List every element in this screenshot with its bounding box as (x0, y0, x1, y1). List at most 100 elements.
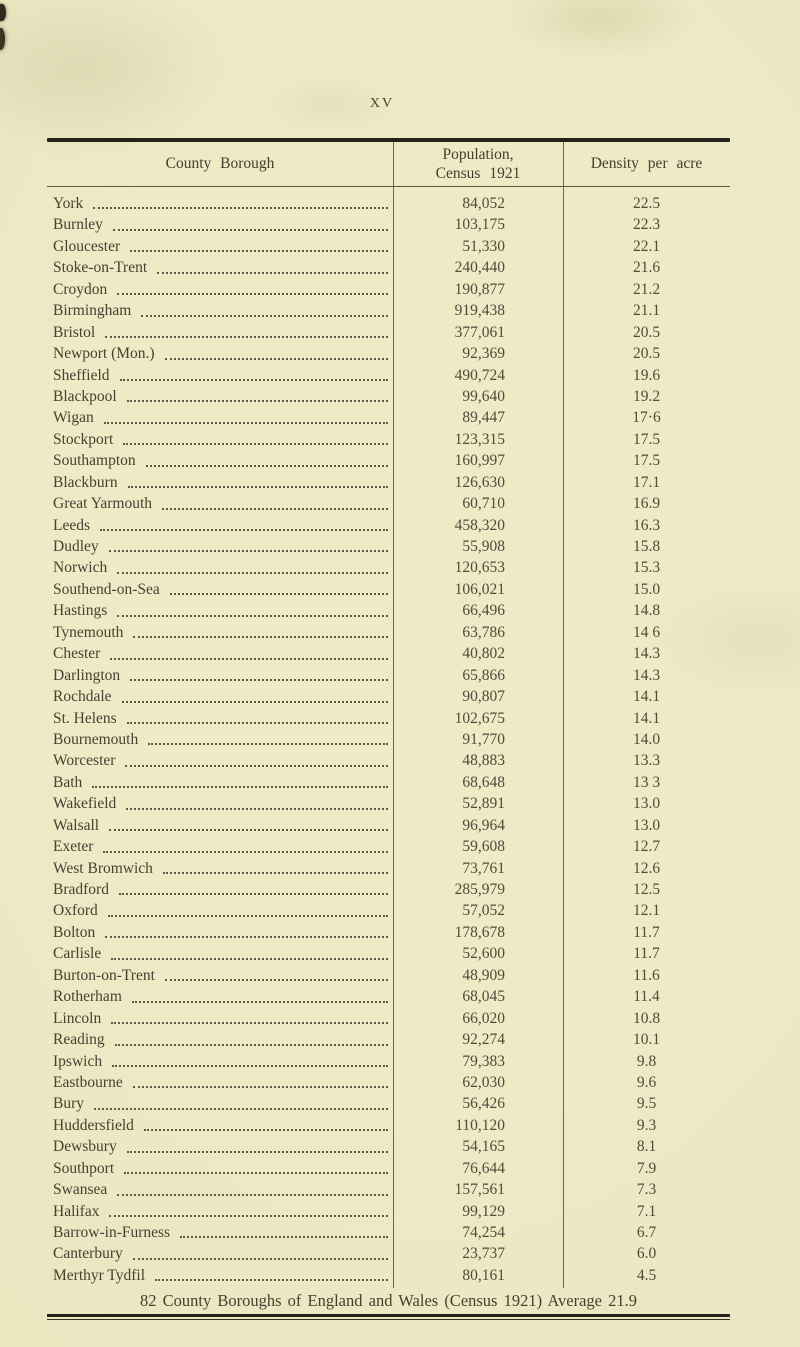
table-row: Blackburn 126,630 17.1 (47, 472, 730, 493)
dot-leader (124, 1158, 388, 1175)
header-population-line1: Population, (442, 146, 514, 163)
density-value: 14.3 (632, 645, 661, 663)
dot-leader (103, 836, 388, 853)
borough-name: Darlington (53, 666, 121, 684)
borough-name: Worcester (53, 752, 116, 770)
population-value: 55,908 (462, 538, 505, 555)
dot-leader (119, 365, 388, 381)
borough-name-cell: St. Helens (47, 708, 393, 729)
dot-leader (130, 665, 388, 682)
page-number: XV (369, 96, 395, 111)
density-value: 15.0 (632, 580, 661, 598)
dot-leader (126, 1136, 388, 1153)
table-row: Stockport 123,315 17.5 (47, 429, 730, 450)
population-value: 157,561 (454, 1181, 505, 1199)
dot-leader (162, 858, 388, 874)
dot-leader (112, 214, 388, 231)
dot-leader (141, 300, 388, 317)
table-row: Merthyr Tydfil 80,161 4.5 (47, 1265, 730, 1286)
population-value: 48,883 (462, 752, 505, 770)
dot-leader (114, 1029, 388, 1046)
density-value: 21.6 (632, 259, 661, 277)
borough-name-cell: Sheffield (47, 365, 393, 386)
table-row: Hastings 66,496 14.8 (47, 600, 730, 621)
borough-name-cell: Reading (47, 1029, 393, 1050)
table-row: Ipswich 79,383 9.8 (47, 1051, 730, 1072)
density-value: 6.0 (636, 1245, 657, 1263)
population-value: 160,997 (454, 452, 505, 470)
borough-name: Stockport (53, 430, 114, 448)
borough-name-cell: Halifax (47, 1201, 393, 1222)
table-row: Oxford 57,052 12.1 (47, 900, 730, 921)
table-row: Huddersfield 110,120 9.3 (47, 1115, 730, 1136)
density-value: 12.6 (632, 859, 661, 877)
table-row: Gloucester 51,330 22.1 (47, 236, 730, 257)
dot-leader (123, 429, 388, 446)
borough-name: St. Helens (53, 709, 117, 727)
borough-name-cell: Dudley (47, 536, 393, 557)
population-value: 106,021 (454, 580, 505, 598)
borough-name-cell: Barrow-in-Furness (47, 1222, 393, 1243)
density-value: 17.1 (632, 473, 661, 491)
table-row: Southend-on-Sea 106,021 15.0 (47, 579, 730, 600)
table-row: Barrow-in-Furness 74,254 6.7 (47, 1222, 730, 1243)
table-top-rule (47, 138, 730, 142)
borough-name: Burton-on-Trent (53, 966, 155, 984)
borough-name-cell: Bury (47, 1093, 393, 1114)
table-row: St. Helens 102,675 14.1 (47, 708, 730, 729)
population-value: 91,770 (462, 730, 505, 748)
dot-leader (94, 1093, 388, 1110)
table-row: York 84,052 22.5 (47, 193, 730, 214)
borough-name: Blackburn (53, 473, 118, 491)
borough-name: Leeds (53, 516, 91, 534)
dot-leader (93, 193, 388, 210)
population-value: 240,440 (454, 259, 505, 277)
table-row: Dewsbury 54,165 8.1 (47, 1136, 730, 1157)
dot-leader (169, 579, 388, 596)
density-value: 9.8 (636, 1052, 657, 1070)
borough-name: Exeter (53, 838, 94, 856)
dot-leader (125, 750, 388, 767)
borough-name-cell: Southend-on-Sea (47, 579, 393, 600)
table-row: Birmingham 919,438 21.1 (47, 300, 730, 321)
population-value: 52,891 (462, 795, 505, 813)
table-row: Blackpool 99,640 19.2 (47, 386, 730, 407)
borough-name: Blackpool (53, 387, 117, 405)
table-row: Reading 92,274 10.1 (47, 1029, 730, 1050)
population-value: 52,600 (462, 945, 505, 963)
borough-name-cell: Eastbourne (47, 1072, 393, 1093)
population-value: 54,165 (462, 1138, 505, 1156)
dot-leader (117, 557, 388, 574)
borough-name-cell: Bradford (47, 879, 393, 900)
density-value: 9.3 (636, 1116, 657, 1134)
population-value: 92,369 (462, 345, 505, 363)
population-value: 919,438 (454, 302, 505, 320)
population-value: 285,979 (454, 881, 505, 898)
table-row: Carlisle 52,600 11.7 (47, 943, 730, 964)
table-row: Bury 56,426 9.5 (47, 1093, 730, 1114)
borough-name-cell: Walsall (47, 815, 393, 836)
borough-name-cell: Stoke-on-Trent (47, 257, 393, 278)
density-value: 15.8 (632, 538, 661, 555)
borough-name: Birmingham (53, 302, 132, 320)
borough-name-cell: Worcester (47, 750, 393, 771)
dot-leader (109, 815, 388, 832)
table-body: York 84,052 22.5 Burnley 103,175 22.3 Gl… (47, 193, 730, 1286)
table-row: Bournemouth 91,770 14.0 (47, 729, 730, 750)
borough-name: Eastbourne (53, 1073, 123, 1091)
borough-name: Great Yarmouth (53, 495, 153, 513)
borough-name: Reading (53, 1031, 105, 1049)
borough-name-cell: York (47, 193, 393, 214)
population-value: 23,737 (462, 1245, 505, 1263)
borough-name-cell: Newport (Mon.) (47, 343, 393, 364)
borough-name-cell: West Bromwich (47, 858, 393, 879)
borough-name: Halifax (53, 1202, 100, 1220)
borough-name-cell: Southport (47, 1158, 393, 1179)
borough-name-cell: Norwich (47, 557, 393, 578)
density-value: 22.3 (632, 216, 661, 234)
borough-name: Gloucester (53, 237, 121, 255)
density-value: 20.5 (632, 345, 661, 363)
population-value: 89,447 (462, 409, 505, 427)
borough-name: Canterbury (53, 1245, 123, 1263)
dot-leader (162, 493, 388, 510)
